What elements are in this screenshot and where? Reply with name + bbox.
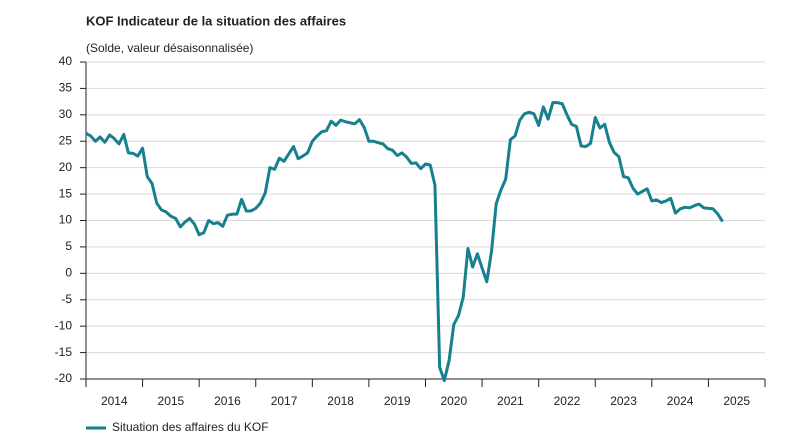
y-tick-label: 20: [59, 160, 73, 174]
chart-title: KOF Indicateur de la situation des affai…: [86, 13, 346, 28]
x-tick-label: 2015: [158, 394, 185, 408]
x-tick-label: 2014: [101, 394, 128, 408]
x-tick-label: 2023: [610, 394, 637, 408]
y-tick-label: 5: [65, 239, 72, 253]
x-tick-label: 2022: [554, 394, 581, 408]
y-tick-label: -20: [55, 371, 73, 385]
y-tick-label: -5: [61, 292, 72, 306]
y-tick-label: 30: [59, 107, 73, 121]
legend-label: Situation des affaires du KOF: [112, 420, 269, 434]
x-tick-label: 2018: [327, 394, 354, 408]
chart-subtitle: (Solde, valeur désaisonnalisée): [86, 41, 253, 55]
y-tick-label: -15: [55, 345, 73, 359]
data-line: [85, 101, 724, 383]
y-tick-label: 15: [59, 186, 73, 200]
y-tick-label: 35: [59, 81, 73, 95]
x-tick-label: 2025: [723, 394, 750, 408]
y-tick-label: 40: [59, 54, 73, 68]
x-tick-label: 2016: [214, 394, 241, 408]
y-tick-label: 0: [65, 266, 72, 280]
x-tick-label: 2024: [667, 394, 694, 408]
x-tick-label: 2020: [440, 394, 467, 408]
y-tick-label: -10: [55, 318, 73, 332]
x-tick-label: 2019: [384, 394, 411, 408]
x-tick-label: 2021: [497, 394, 524, 408]
x-tick-label: 2017: [271, 394, 298, 408]
y-tick-label: 25: [59, 133, 73, 147]
y-tick-label: 10: [59, 213, 73, 227]
